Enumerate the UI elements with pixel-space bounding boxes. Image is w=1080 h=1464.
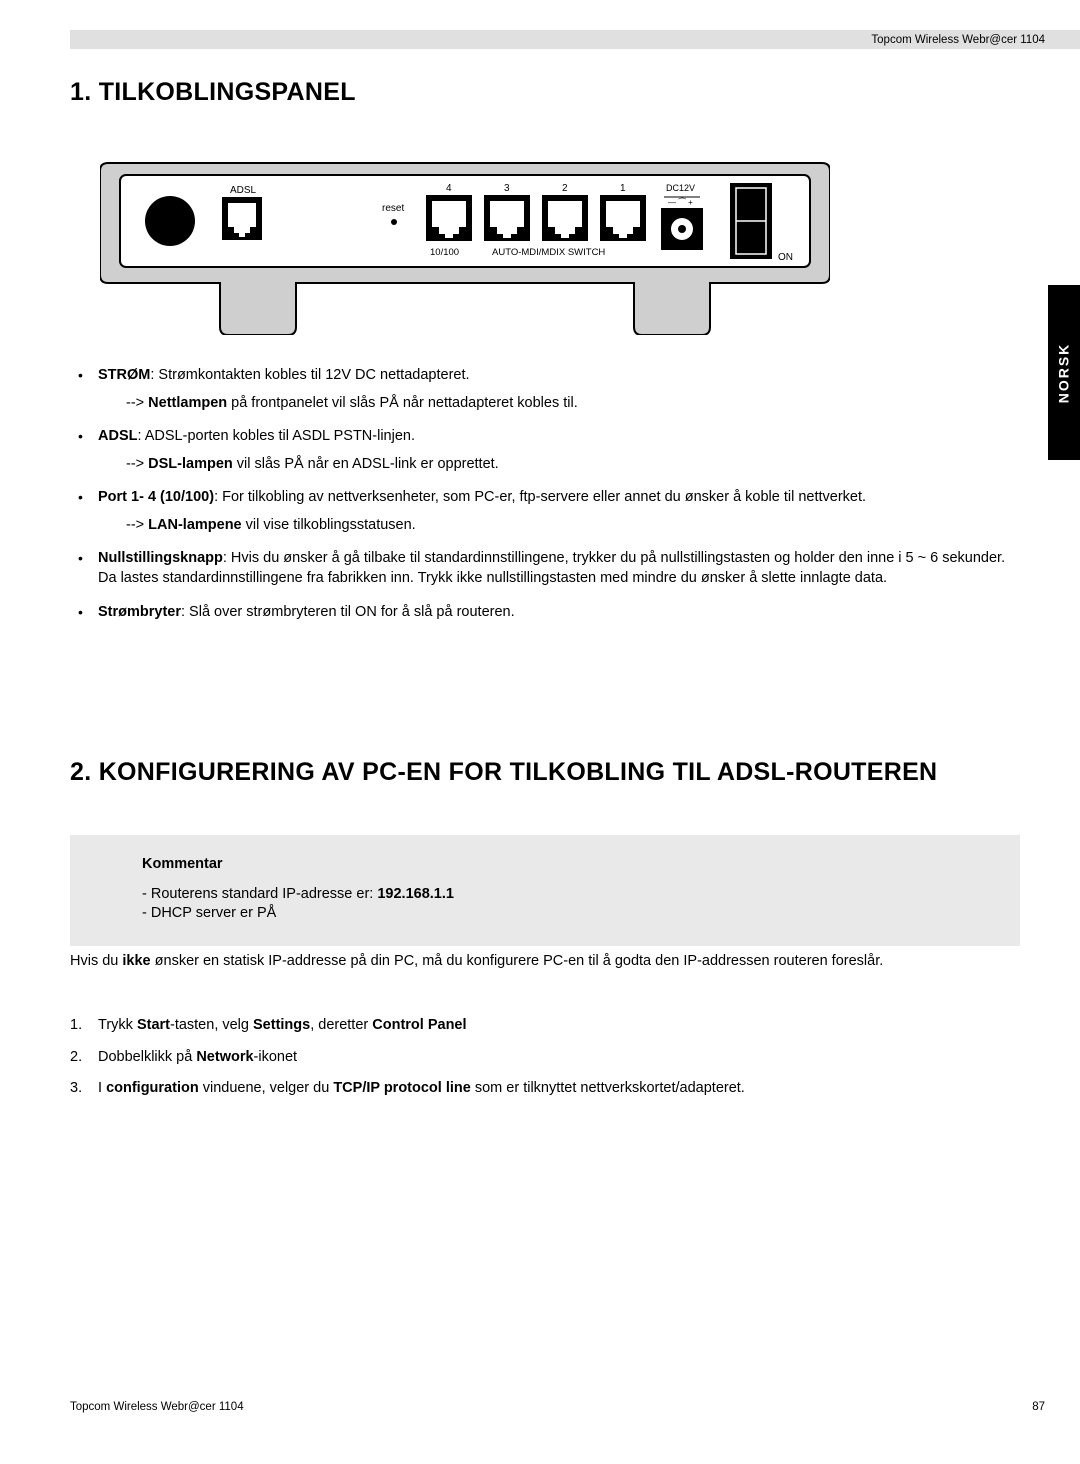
svg-text:1: 1 (620, 183, 626, 194)
svg-text:— ⏜ +: — ⏜ + (668, 197, 693, 207)
footer-product: Topcom Wireless Webr@cer 1104 (70, 1400, 244, 1416)
config-steps: 1. Trykk Start-tasten, velg Settings, de… (70, 1016, 1020, 1111)
comment-box: Kommentar - Routerens standard IP-adress… (70, 835, 1020, 946)
label-on: ON (778, 252, 793, 263)
bullet-strom: STRØM: Strømkontakten kobles til 12V DC … (70, 366, 1020, 413)
intro-paragraph: Hvis du ikke ønsker en statisk IP-addres… (70, 952, 1020, 972)
step-3: 3. I configuration vinduene, velger du T… (70, 1079, 1020, 1099)
label-reset: reset (382, 203, 404, 214)
section-2-title: 2. KONFIGURERING AV PC-EN FOR TILKOBLING… (70, 756, 937, 790)
svg-text:2: 2 (562, 183, 568, 194)
connection-panel-diagram: ADSL reset 4 3 2 1 10/100 AUTO-MDI/MDIX … (100, 155, 830, 335)
svg-text:3: 3 (504, 183, 510, 194)
section-1-title: 1. TILKOBLINGSPANEL (70, 76, 356, 110)
label-adsl: ADSL (230, 185, 257, 196)
feature-bullets: STRØM: Strømkontakten kobles til 12V DC … (70, 366, 1020, 630)
label-10-100: 10/100 (430, 247, 459, 258)
comment-line-2: - DHCP server er PÅ (142, 904, 992, 924)
bullet-adsl: ADSL: ADSL-porten kobles til ASDL PSTN-l… (70, 427, 1020, 474)
page-number: 87 (1032, 1400, 1045, 1416)
bullet-ports: Port 1- 4 (10/100): For tilkobling av ne… (70, 488, 1020, 535)
bullet-reset: Nullstillingsknapp: Hvis du ønsker å gå … (70, 549, 1020, 588)
language-tab: NORSK (1048, 285, 1080, 460)
label-dc: DC12V (666, 183, 695, 193)
comment-title: Kommentar (142, 855, 992, 875)
comment-line-1: - Routerens standard IP-adresse er: 192.… (142, 885, 992, 905)
bullet-power: Strømbryter: Slå over strømbryteren til … (70, 603, 1020, 623)
language-tab-label: NORSK (1055, 342, 1074, 403)
step-1: 1. Trykk Start-tasten, velg Settings, de… (70, 1016, 1020, 1036)
header-product: Topcom Wireless Webr@cer 1104 (871, 33, 1045, 49)
svg-text:4: 4 (446, 183, 452, 194)
step-2: 2. Dobbelklikk på Network-ikonet (70, 1048, 1020, 1068)
label-automidi: AUTO-MDI/MDIX SWITCH (492, 247, 605, 258)
